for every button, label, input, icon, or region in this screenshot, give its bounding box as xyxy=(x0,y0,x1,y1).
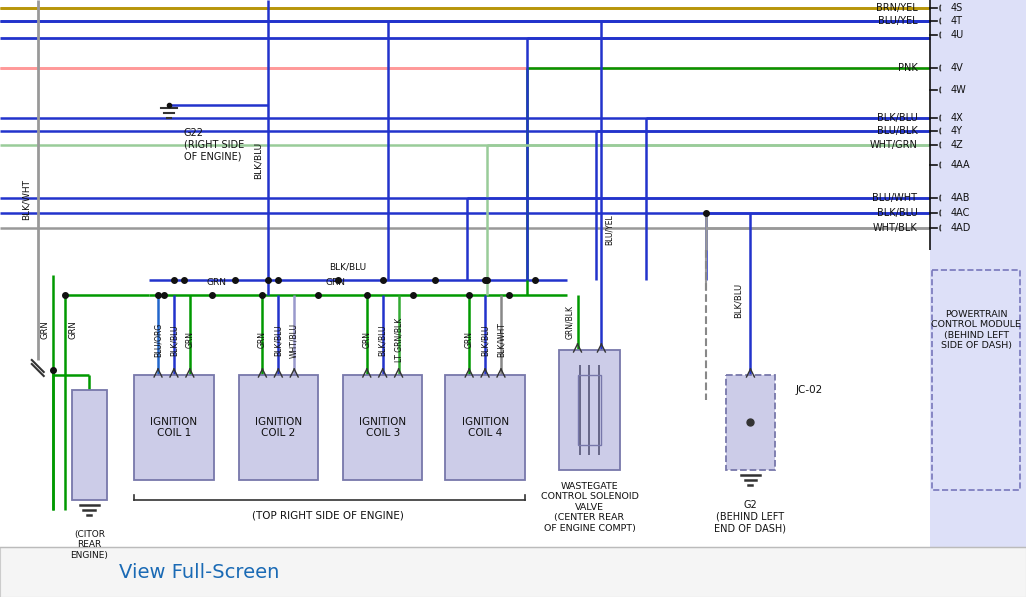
Text: G22
(RIGHT SIDE
OF ENGINE): G22 (RIGHT SIDE OF ENGINE) xyxy=(184,128,245,161)
Bar xyxy=(932,270,1020,490)
Bar xyxy=(71,390,107,500)
Text: BLK/BLU: BLK/BLU xyxy=(481,324,489,356)
Text: IGNITION
COIL 4: IGNITION COIL 4 xyxy=(461,417,509,438)
Text: BLK/WHT: BLK/WHT xyxy=(22,180,30,220)
Text: WASTEGATE
CONTROL SOLENOID
VALVE
(CENTER REAR
OF ENGINE COMPT): WASTEGATE CONTROL SOLENOID VALVE (CENTER… xyxy=(541,482,639,533)
Text: GRN: GRN xyxy=(258,331,267,349)
Text: IGNITION
COIL 2: IGNITION COIL 2 xyxy=(255,417,302,438)
Text: BLK/BLU: BLK/BLU xyxy=(734,282,743,318)
Text: BLU/YEL: BLU/YEL xyxy=(605,215,614,245)
Text: View Full-Screen: View Full-Screen xyxy=(119,562,279,581)
Text: 4AC: 4AC xyxy=(950,208,970,218)
Text: BRN/YEL: BRN/YEL xyxy=(876,3,917,13)
Text: 4W: 4W xyxy=(950,85,966,95)
Text: BLK/BLU: BLK/BLU xyxy=(877,208,917,218)
Text: IGNITION
COIL 1: IGNITION COIL 1 xyxy=(151,417,197,438)
Text: GRN: GRN xyxy=(206,278,227,287)
Text: 4AA: 4AA xyxy=(950,160,970,170)
Text: BLU/BLK: BLU/BLK xyxy=(877,126,917,136)
Text: GRN: GRN xyxy=(40,321,50,339)
Text: 4S: 4S xyxy=(950,3,963,13)
Text: 4Z: 4Z xyxy=(950,140,963,150)
Text: GRN: GRN xyxy=(326,278,346,287)
Text: WHT/BLK: WHT/BLK xyxy=(873,223,917,233)
Text: LT GRN/BLK: LT GRN/BLK xyxy=(394,318,404,362)
Text: BLU/WHT: BLU/WHT xyxy=(872,193,917,203)
Text: BLK/BLU: BLK/BLU xyxy=(273,324,283,356)
Text: 4X: 4X xyxy=(950,113,963,123)
Text: BLK/BLU: BLK/BLU xyxy=(378,324,387,356)
Bar xyxy=(0,547,1026,597)
Bar xyxy=(725,375,775,470)
Text: 4T: 4T xyxy=(950,16,962,26)
Bar xyxy=(343,375,422,480)
Bar xyxy=(931,0,1026,547)
Text: 4AD: 4AD xyxy=(950,223,971,233)
Text: POWERTRAIN
CONTROL MODULE
(BEHIND LEFT
SIDE OF DASH): POWERTRAIN CONTROL MODULE (BEHIND LEFT S… xyxy=(931,310,1021,350)
Text: GRN: GRN xyxy=(362,331,372,349)
Text: BLU/YEL: BLU/YEL xyxy=(878,16,917,26)
Text: PNK: PNK xyxy=(898,63,917,73)
Bar xyxy=(578,375,602,445)
Text: BLK/BLU: BLK/BLU xyxy=(877,113,917,123)
Text: BLK/BLU: BLK/BLU xyxy=(254,141,263,179)
Text: GRN/BLK: GRN/BLK xyxy=(566,305,574,339)
Text: GRN: GRN xyxy=(186,331,194,349)
Bar xyxy=(446,375,525,480)
Text: 4U: 4U xyxy=(950,30,964,40)
Text: WHT/GRN: WHT/GRN xyxy=(870,140,917,150)
Text: BLK/BLU: BLK/BLU xyxy=(329,263,366,272)
Text: WHT/BLU: WHT/BLU xyxy=(290,322,298,358)
Text: IGNITION
COIL 3: IGNITION COIL 3 xyxy=(359,417,407,438)
Text: G2
(BEHIND LEFT
END OF DASH): G2 (BEHIND LEFT END OF DASH) xyxy=(714,500,786,533)
Text: BLK/WHT: BLK/WHT xyxy=(496,322,506,358)
Bar xyxy=(134,375,214,480)
Text: 4AB: 4AB xyxy=(950,193,970,203)
Bar xyxy=(238,375,318,480)
Text: BLK/BLU: BLK/BLU xyxy=(169,324,179,356)
Text: (CITOR
REAR
ENGINE): (CITOR REAR ENGINE) xyxy=(70,530,108,560)
Text: JC-02: JC-02 xyxy=(796,385,823,395)
Text: GRN: GRN xyxy=(68,321,77,339)
Text: 4Y: 4Y xyxy=(950,126,962,136)
Text: 4V: 4V xyxy=(950,63,963,73)
Text: BLU/ORG: BLU/ORG xyxy=(154,323,163,357)
Text: (TOP RIGHT SIDE OF ENGINE): (TOP RIGHT SIDE OF ENGINE) xyxy=(252,510,404,520)
Bar xyxy=(558,350,620,470)
Text: GRN: GRN xyxy=(464,331,474,349)
